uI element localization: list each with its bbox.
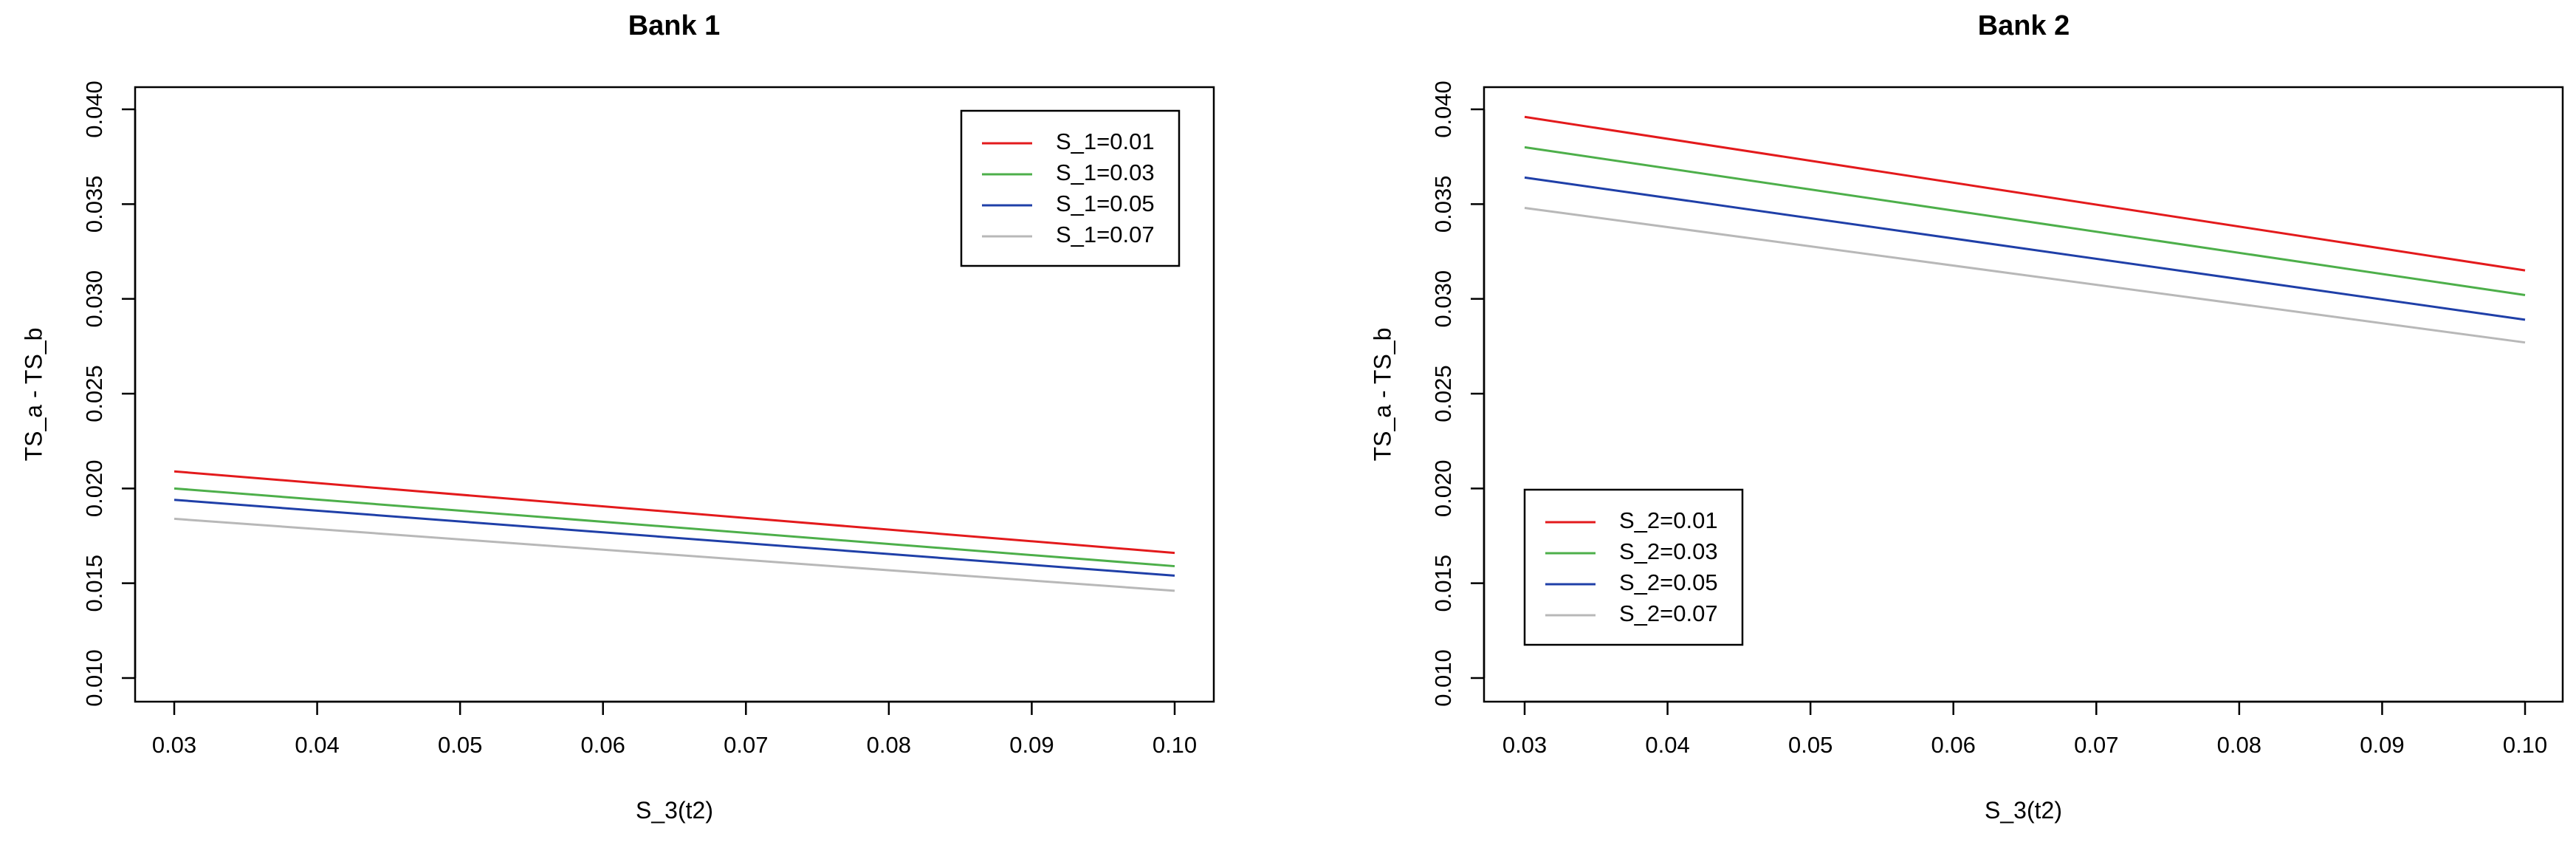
y-axis-label: TS_a - TS_b (1369, 328, 1395, 462)
y-tick-label: 0.010 (81, 649, 107, 707)
y-tick-label: 0.035 (1430, 176, 1456, 233)
x-tick-label: 0.08 (867, 732, 911, 758)
legend-box (960, 109, 1181, 267)
x-tick-label: 0.03 (152, 732, 196, 758)
x-tick-label: 0.10 (1153, 732, 1197, 758)
x-tick-label: 0.04 (1645, 732, 1689, 758)
x-tick-label: 0.06 (1931, 732, 1976, 758)
y-tick-label: 0.035 (81, 176, 107, 233)
chart-title: Bank 2 (1978, 10, 2070, 41)
y-tick-label: 0.020 (81, 460, 107, 518)
y-tick-label: 0.040 (1430, 81, 1456, 138)
y-tick-label: 0.020 (1430, 460, 1456, 518)
y-tick-label: 0.040 (81, 81, 107, 138)
legend-label: S_2=0.01 (1619, 507, 1718, 533)
x-tick-label: 0.04 (295, 732, 339, 758)
y-tick-label: 0.015 (1430, 555, 1456, 612)
legend-label: S_1=0.03 (1056, 160, 1155, 185)
x-tick-label: 0.10 (2503, 732, 2547, 758)
panel-bank-1: Bank 1 0.03 0.04 0.05 0.06 0.07 0.08 0.09 0.10 0.… (20, 10, 1215, 824)
x-tick-label: 0.05 (1788, 732, 1833, 758)
x-tick-label: 0.06 (581, 732, 625, 758)
series-line (1524, 176, 2526, 321)
y-tick-label: 0.030 (81, 270, 107, 328)
legend-label: S_1=0.05 (1056, 191, 1155, 216)
legend-label: S_2=0.07 (1619, 600, 1718, 626)
x-tick-label: 0.07 (724, 732, 768, 758)
legend-label: S_1=0.01 (1056, 129, 1155, 154)
x-axis-label: S_3(t2) (1985, 797, 2062, 824)
y-tick-label: 0.010 (1430, 649, 1456, 707)
series-line (174, 517, 1175, 592)
series-line (1524, 146, 2526, 297)
legend-label: S_2=0.03 (1619, 538, 1718, 564)
series-line (1524, 206, 2526, 344)
series-line (1524, 115, 2526, 272)
legend-box (1523, 488, 1744, 646)
y-axis-label: TS_a - TS_b (20, 328, 47, 462)
legend-label: S_1=0.07 (1056, 222, 1155, 247)
series-line (174, 487, 1175, 568)
y-tick-label: 0.025 (81, 365, 107, 422)
x-tick-label: 0.07 (2074, 732, 2118, 758)
y-tick-label: 0.025 (1430, 365, 1456, 422)
x-tick-label: 0.09 (1009, 732, 1054, 758)
legend-label: S_2=0.05 (1619, 569, 1718, 595)
series-line (174, 499, 1175, 577)
x-axis-label: S_3(t2) (636, 797, 713, 824)
x-tick-label: 0.05 (438, 732, 482, 758)
x-tick-label: 0.03 (1502, 732, 1547, 758)
y-tick-label: 0.015 (81, 555, 107, 612)
y-tick-label: 0.030 (1430, 270, 1456, 328)
chart-title: Bank 1 (628, 10, 721, 41)
x-tick-label: 0.08 (2217, 732, 2261, 758)
x-tick-label: 0.09 (2360, 732, 2404, 758)
series-line (174, 470, 1175, 555)
panel-bank-2: Bank 2 0.03 0.04 0.05 0.06 0.07 0.08 0.09 0.10 0.… (1369, 10, 2564, 824)
